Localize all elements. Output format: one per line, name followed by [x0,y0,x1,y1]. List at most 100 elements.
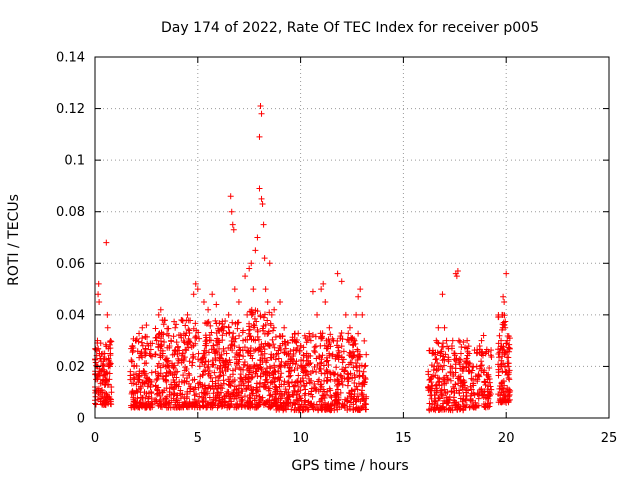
data-point [237,374,244,381]
data-point [277,298,284,305]
data-point [235,389,242,396]
data-point [308,400,315,407]
data-point [346,324,353,331]
data-point [267,320,274,327]
data-point [213,329,220,336]
data-point [504,332,511,339]
data-point [470,376,477,383]
data-point [102,341,109,348]
data-point [250,286,257,293]
data-point [266,372,273,379]
data-point [317,360,324,367]
data-point [495,313,502,320]
data-point [105,345,112,352]
data-point [317,381,324,388]
data-point [235,403,242,410]
data-point [253,318,260,325]
data-point [327,370,334,377]
data-point [500,321,507,328]
data-point [264,369,271,376]
data-point [291,387,298,394]
data-point [190,291,197,298]
data-point [323,354,330,361]
data-point [480,369,487,376]
data-point [244,362,251,369]
data-point [212,355,219,362]
data-point [206,367,213,374]
data-point [282,404,289,411]
data-point [205,306,212,313]
data-point [470,404,477,411]
data-point [291,331,298,338]
data-point [196,393,203,400]
data-point [136,372,143,379]
data-point [448,345,455,352]
data-point [286,364,293,371]
data-point [225,344,232,351]
data-point [464,352,471,359]
data-point [324,357,331,364]
data-point [233,359,240,366]
data-point [251,362,258,369]
data-point [478,388,485,395]
data-point [455,387,462,394]
data-point [264,317,271,324]
data-point [348,395,355,402]
data-point [302,335,309,342]
data-point [199,383,206,390]
data-point [440,403,447,410]
data-point [199,359,206,366]
data-point [301,364,308,371]
data-point [334,376,341,383]
data-point [154,387,161,394]
data-point [184,311,191,318]
data-point [97,387,104,394]
data-point [264,298,271,305]
data-point [359,311,366,318]
data-point [186,327,193,334]
data-point [104,324,111,331]
data-point [326,324,333,331]
data-point [327,376,334,383]
data-point [501,349,508,356]
data-point [168,338,175,345]
data-point [95,345,102,352]
data-point [456,356,463,363]
data-point [325,406,332,413]
data-point [291,337,298,344]
data-point [221,395,228,402]
axis-ticks [94,56,610,419]
data-point [138,352,145,359]
data-point [154,375,161,382]
data-point [285,380,292,387]
data-point [456,376,463,383]
data-point [107,400,114,407]
data-point [181,339,188,346]
data-point [159,388,166,395]
data-point [200,298,207,305]
data-point [504,397,511,404]
data-point [237,371,244,378]
data-point [208,346,215,353]
data-point [218,351,225,358]
data-point [103,239,110,246]
data-point [312,333,319,340]
data-point [353,363,360,370]
data-point [480,332,487,339]
data-point [179,350,186,357]
data-point [289,360,296,367]
data-point [428,395,435,402]
data-point [278,358,285,365]
data-point [161,401,168,408]
data-point [429,350,436,357]
data-point [444,388,451,395]
data-point [254,234,261,241]
data-point [363,351,370,358]
data-point [232,366,239,373]
data-point [312,343,319,350]
data-point [104,311,111,318]
data-point [501,298,508,305]
data-point [428,362,435,369]
y-tick-label: 0.06 [56,257,85,272]
data-point [266,342,273,349]
